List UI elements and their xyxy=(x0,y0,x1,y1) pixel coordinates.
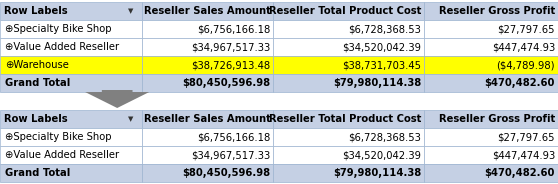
Text: Reseller Sales Amount: Reseller Sales Amount xyxy=(143,114,271,124)
Text: ⊕Value Added Reseller: ⊕Value Added Reseller xyxy=(5,42,119,52)
Bar xyxy=(0,164,142,182)
Text: $38,726,913.48: $38,726,913.48 xyxy=(191,60,271,70)
Bar xyxy=(273,56,424,74)
Text: $79,980,114.38: $79,980,114.38 xyxy=(333,168,421,178)
Bar xyxy=(424,110,558,128)
Text: ▼: ▼ xyxy=(128,116,133,122)
Bar xyxy=(273,164,424,182)
Text: $38,731,703.45: $38,731,703.45 xyxy=(342,60,421,70)
Text: Reseller Total Product Cost: Reseller Total Product Cost xyxy=(269,114,421,124)
Text: $470,482.60: $470,482.60 xyxy=(485,78,555,88)
Text: $80,450,596.98: $80,450,596.98 xyxy=(182,78,271,88)
Text: Grand Total: Grand Total xyxy=(5,78,70,88)
Text: Reseller Sales Amount: Reseller Sales Amount xyxy=(143,6,271,16)
Bar xyxy=(0,38,142,56)
Bar xyxy=(142,128,273,146)
Bar xyxy=(424,56,558,74)
Bar xyxy=(0,2,142,20)
Bar xyxy=(273,74,424,92)
Bar xyxy=(0,56,142,74)
Text: $447,474.93: $447,474.93 xyxy=(492,42,555,52)
Text: $6,756,166.18: $6,756,166.18 xyxy=(197,132,271,142)
Text: $6,728,368.53: $6,728,368.53 xyxy=(348,132,421,142)
Text: ▼: ▼ xyxy=(128,8,133,14)
Text: $79,980,114.38: $79,980,114.38 xyxy=(333,78,421,88)
Text: Row Labels: Row Labels xyxy=(4,6,68,16)
Polygon shape xyxy=(85,90,149,108)
Bar xyxy=(424,146,558,164)
Text: Reseller Total Product Cost: Reseller Total Product Cost xyxy=(269,6,421,16)
Text: $27,797.65: $27,797.65 xyxy=(498,24,555,34)
Bar xyxy=(142,38,273,56)
Text: $34,967,517.33: $34,967,517.33 xyxy=(191,42,271,52)
Bar xyxy=(142,164,273,182)
Text: $470,482.60: $470,482.60 xyxy=(485,168,555,178)
Bar xyxy=(273,38,424,56)
Bar xyxy=(0,128,142,146)
Bar xyxy=(273,128,424,146)
Bar xyxy=(424,74,558,92)
Text: $6,756,166.18: $6,756,166.18 xyxy=(197,24,271,34)
Text: $6,728,368.53: $6,728,368.53 xyxy=(348,24,421,34)
Bar xyxy=(142,146,273,164)
Bar xyxy=(142,56,273,74)
Bar xyxy=(0,146,142,164)
Bar xyxy=(424,128,558,146)
Text: Reseller Gross Profit: Reseller Gross Profit xyxy=(439,6,555,16)
Text: $34,520,042.39: $34,520,042.39 xyxy=(342,42,421,52)
Text: Reseller Gross Profit: Reseller Gross Profit xyxy=(439,114,555,124)
Bar xyxy=(142,2,273,20)
Bar xyxy=(142,74,273,92)
Text: $34,967,517.33: $34,967,517.33 xyxy=(191,150,271,160)
Text: $34,520,042.39: $34,520,042.39 xyxy=(342,150,421,160)
Text: ⊕Specialty Bike Shop: ⊕Specialty Bike Shop xyxy=(5,132,112,142)
Bar xyxy=(0,74,142,92)
Text: Grand Total: Grand Total xyxy=(5,168,70,178)
Bar xyxy=(142,110,273,128)
Text: ⊕Value Added Reseller: ⊕Value Added Reseller xyxy=(5,150,119,160)
Bar xyxy=(424,20,558,38)
Bar xyxy=(424,164,558,182)
Bar xyxy=(0,110,142,128)
Text: Row Labels: Row Labels xyxy=(4,114,68,124)
Text: ⊕Specialty Bike Shop: ⊕Specialty Bike Shop xyxy=(5,24,112,34)
Bar xyxy=(424,2,558,20)
Text: ⊕Warehouse: ⊕Warehouse xyxy=(5,60,69,70)
Text: $447,474.93: $447,474.93 xyxy=(492,150,555,160)
Text: ($4,789.98): ($4,789.98) xyxy=(497,60,555,70)
Bar xyxy=(273,20,424,38)
Text: $80,450,596.98: $80,450,596.98 xyxy=(182,168,271,178)
Bar xyxy=(273,146,424,164)
Bar xyxy=(424,38,558,56)
Bar xyxy=(0,20,142,38)
Bar xyxy=(142,20,273,38)
Text: $27,797.65: $27,797.65 xyxy=(498,132,555,142)
Bar xyxy=(273,110,424,128)
Bar xyxy=(273,2,424,20)
